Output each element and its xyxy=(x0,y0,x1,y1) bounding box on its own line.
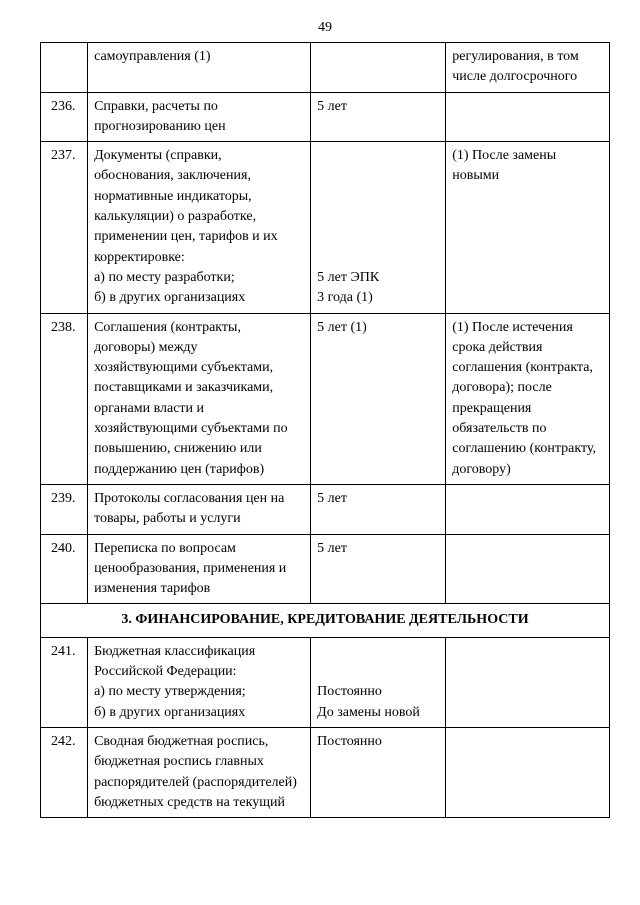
row-number: 238. xyxy=(41,313,88,484)
row-term: 5 лет xyxy=(311,484,446,534)
table-row: 237.Документы (справки, обоснования, зак… xyxy=(41,142,610,313)
page: 49 самоуправления (1) регулирования, в то… xyxy=(0,0,640,905)
row-number: 240. xyxy=(41,534,88,604)
row-description: Протоколы согласования цен на товары, ра… xyxy=(88,484,311,534)
section-title: 3. ФИНАНСИРОВАНИЕ, КРЕДИТОВАНИЕ ДЕЯТЕЛЬН… xyxy=(41,604,610,637)
row-description: самоуправления (1) xyxy=(88,43,311,93)
row-number: 237. xyxy=(41,142,88,313)
row-note: регулирования, в том числе долгосрочного xyxy=(446,43,610,93)
row-term xyxy=(311,43,446,93)
table-row: 242.Сводная бюджетная роспись, бюджетная… xyxy=(41,727,610,817)
table-row: 3. ФИНАНСИРОВАНИЕ, КРЕДИТОВАНИЕ ДЕЯТЕЛЬН… xyxy=(41,604,610,637)
row-number: 242. xyxy=(41,727,88,817)
row-note xyxy=(446,637,610,727)
row-description: Переписка по вопросам ценообразования, п… xyxy=(88,534,311,604)
archive-table: самоуправления (1) регулирования, в том ч… xyxy=(40,42,610,818)
page-number: 49 xyxy=(40,20,610,36)
row-term: 5 лет (1) xyxy=(311,313,446,484)
row-description: Сводная бюджетная роспись, бюджетная рос… xyxy=(88,727,311,817)
row-note xyxy=(446,92,610,142)
row-term: 5 лет xyxy=(311,92,446,142)
table-row: 238.Соглашения (контракты, договоры) меж… xyxy=(41,313,610,484)
row-term: Постоянно xyxy=(311,727,446,817)
row-number xyxy=(41,43,88,93)
row-term: 5 лет xyxy=(311,534,446,604)
row-description: Справки, расчеты по прогнозированию цен xyxy=(88,92,311,142)
row-note: (1) После замены новыми xyxy=(446,142,610,313)
row-number: 239. xyxy=(41,484,88,534)
table-row: 240.Переписка по вопросам ценообразовани… xyxy=(41,534,610,604)
table-row: 239.Протоколы согласования цен на товары… xyxy=(41,484,610,534)
row-description: Бюджетная классификация Российской Федер… xyxy=(88,637,311,727)
row-number: 241. xyxy=(41,637,88,727)
row-note: (1) После истечения срока действия согла… xyxy=(446,313,610,484)
row-note xyxy=(446,534,610,604)
row-description: Соглашения (контракты, договоры) между х… xyxy=(88,313,311,484)
table-row: 241.Бюджетная классификация Российской Ф… xyxy=(41,637,610,727)
row-number: 236. xyxy=(41,92,88,142)
row-note xyxy=(446,484,610,534)
table-row: 236.Справки, расчеты по прогнозированию … xyxy=(41,92,610,142)
table-row: самоуправления (1) регулирования, в том ч… xyxy=(41,43,610,93)
row-term: 5 лет ЭПК 3 года (1) xyxy=(311,142,446,313)
row-note xyxy=(446,727,610,817)
row-term: Постоянно До замены новой xyxy=(311,637,446,727)
row-description: Документы (справки, обоснования, заключе… xyxy=(88,142,311,313)
